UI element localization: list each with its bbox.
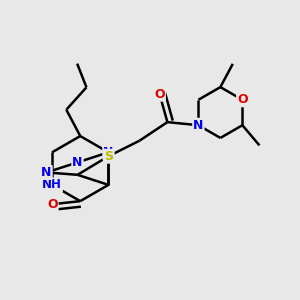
Text: N: N bbox=[72, 156, 83, 169]
Text: NH: NH bbox=[42, 178, 62, 191]
Text: N: N bbox=[193, 119, 204, 132]
Text: O: O bbox=[237, 93, 248, 106]
Text: O: O bbox=[47, 198, 58, 211]
Text: O: O bbox=[154, 88, 165, 101]
Text: S: S bbox=[104, 150, 113, 163]
Text: N: N bbox=[41, 166, 52, 179]
Text: N: N bbox=[103, 146, 114, 159]
